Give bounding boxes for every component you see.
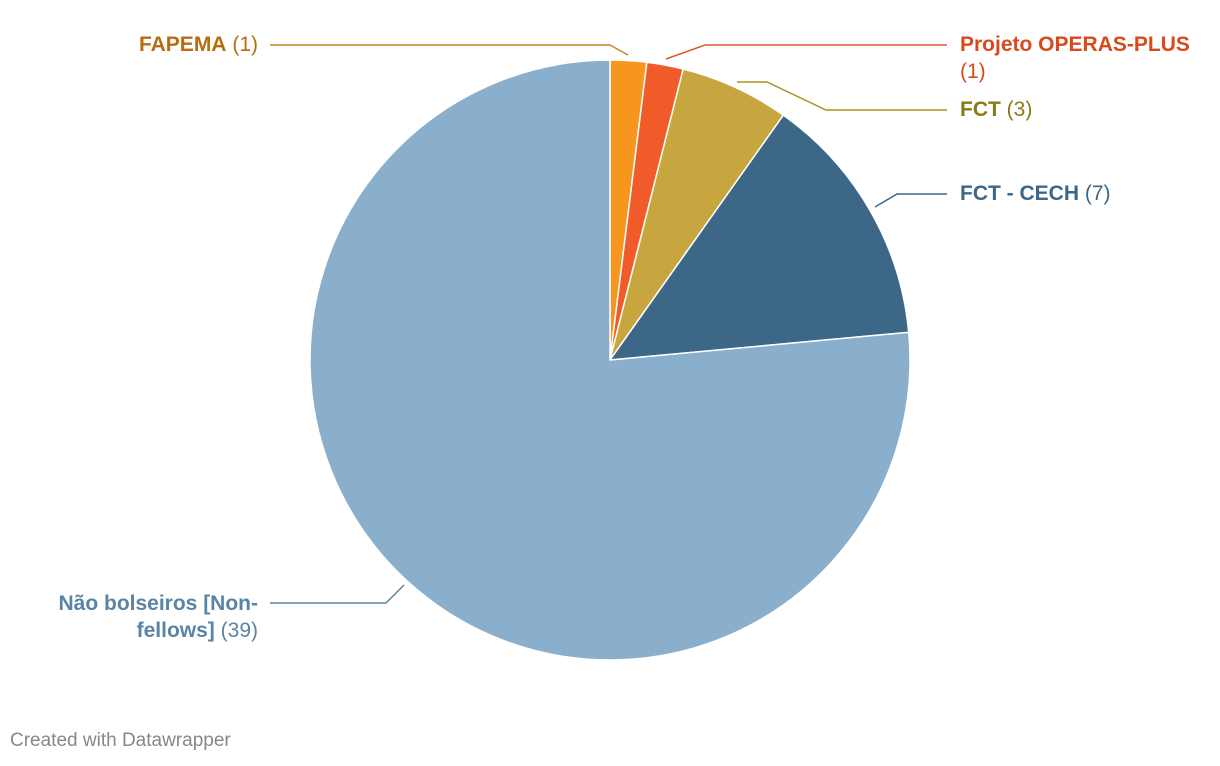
leader-line-operas — [665, 44, 947, 60]
label-operas-name: Projeto OPERAS-PLUS — [960, 33, 1190, 56]
label-nao-name2: fellows] — [136, 619, 215, 642]
label-fct-cech-name: FCT - CECH — [960, 182, 1079, 205]
label-operas-count: (1) — [960, 60, 986, 83]
label-nao-bolseiros: Não bolseiros [Non- fellows] (39) — [58, 590, 258, 644]
label-fct-cech: FCT - CECH (7) — [960, 180, 1111, 207]
footer-credit: Created with Datawrapper — [10, 730, 231, 751]
label-fct: FCT (3) — [960, 96, 1032, 123]
leader-line-fct — [737, 81, 947, 111]
label-fct-cech-count: (7) — [1084, 182, 1111, 205]
label-nao-line1: Não bolseiros [Non- — [58, 592, 258, 615]
leader-line-fapema — [270, 44, 629, 56]
pie-slice-fct-cech — [608, 114, 910, 361]
leader-line-fct-cech — [874, 193, 947, 208]
label-nao-count: (39) — [220, 619, 258, 642]
label-fapema-count: (1) — [232, 33, 258, 56]
label-fct-name: FCT — [960, 98, 1001, 121]
leader-lines — [270, 44, 947, 604]
label-operas-plus: Projeto OPERAS-PLUS (1) — [960, 31, 1190, 85]
label-fct-count: (3) — [1006, 98, 1033, 121]
pie-slices — [309, 59, 911, 661]
label-fapema-name: FAPEMA — [138, 33, 227, 56]
pie-slice-n-o-bolseiros-non-fellows — [309, 59, 911, 661]
leader-line-nao-bolseiros — [270, 584, 405, 604]
label-fapema: FAPEMA (1) — [139, 31, 258, 58]
